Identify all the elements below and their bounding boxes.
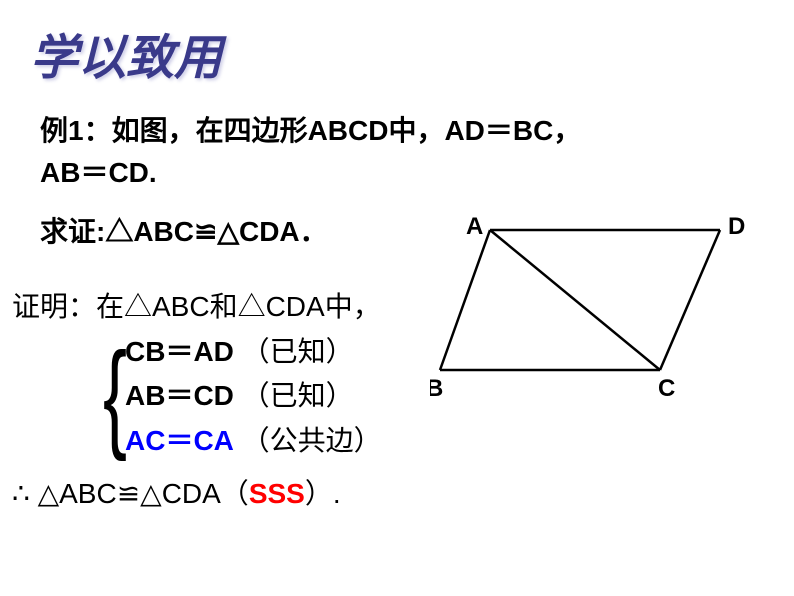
proof-reason-3: （公共边） [242,426,382,457]
vertex-label-a: A [466,213,483,240]
diagram-edge [440,230,490,370]
slide-title: 学以致用 [30,18,222,88]
proof-line-1: CB＝AD （已知） [125,330,382,374]
brace-icon: { [103,330,127,460]
conclusion-suffix: ）. [305,478,341,509]
proof-label: 证明：在△ABC和△CDA中， [12,285,381,325]
proof-line-3: AC＝CA （公共边） [125,419,382,463]
proof-body: CB＝AD （已知） AB＝CD （已知） AC＝CA （公共边） [125,330,382,463]
proof-line-2: AB＝CD （已知） [125,374,382,418]
proof-reason-1: （已知） [242,337,354,368]
proof-eq-3: AC＝CA [125,425,234,456]
vertex-label-d: D [728,213,745,240]
prove-statement: 求证:△ABC≌△CDA． [40,210,328,250]
example-statement: 例1：如图，在四边形ABCD中，AD＝BC， AB＝CD. [40,110,581,194]
proof-reason-2: （已知） [242,381,354,412]
quadrilateral-diagram: A D B C [430,210,760,410]
example-line1: 例1：如图，在四边形ABCD中，AD＝BC， [40,110,581,152]
diagram-edge [490,230,660,370]
diagram-edge [660,230,720,370]
vertex-label-b: B [430,375,443,402]
conclusion-sss: SSS [249,478,305,509]
conclusion-prefix: ∴ △ABC≌△CDA（ [12,478,249,509]
proof-eq-1: CB＝AD [125,336,234,367]
proof-eq-2: AB＝CD [125,380,234,411]
conclusion: ∴ △ABC≌△CDA（SSS）. [12,472,341,512]
example-line2: AB＝CD. [40,152,581,194]
vertex-label-c: C [658,375,675,402]
